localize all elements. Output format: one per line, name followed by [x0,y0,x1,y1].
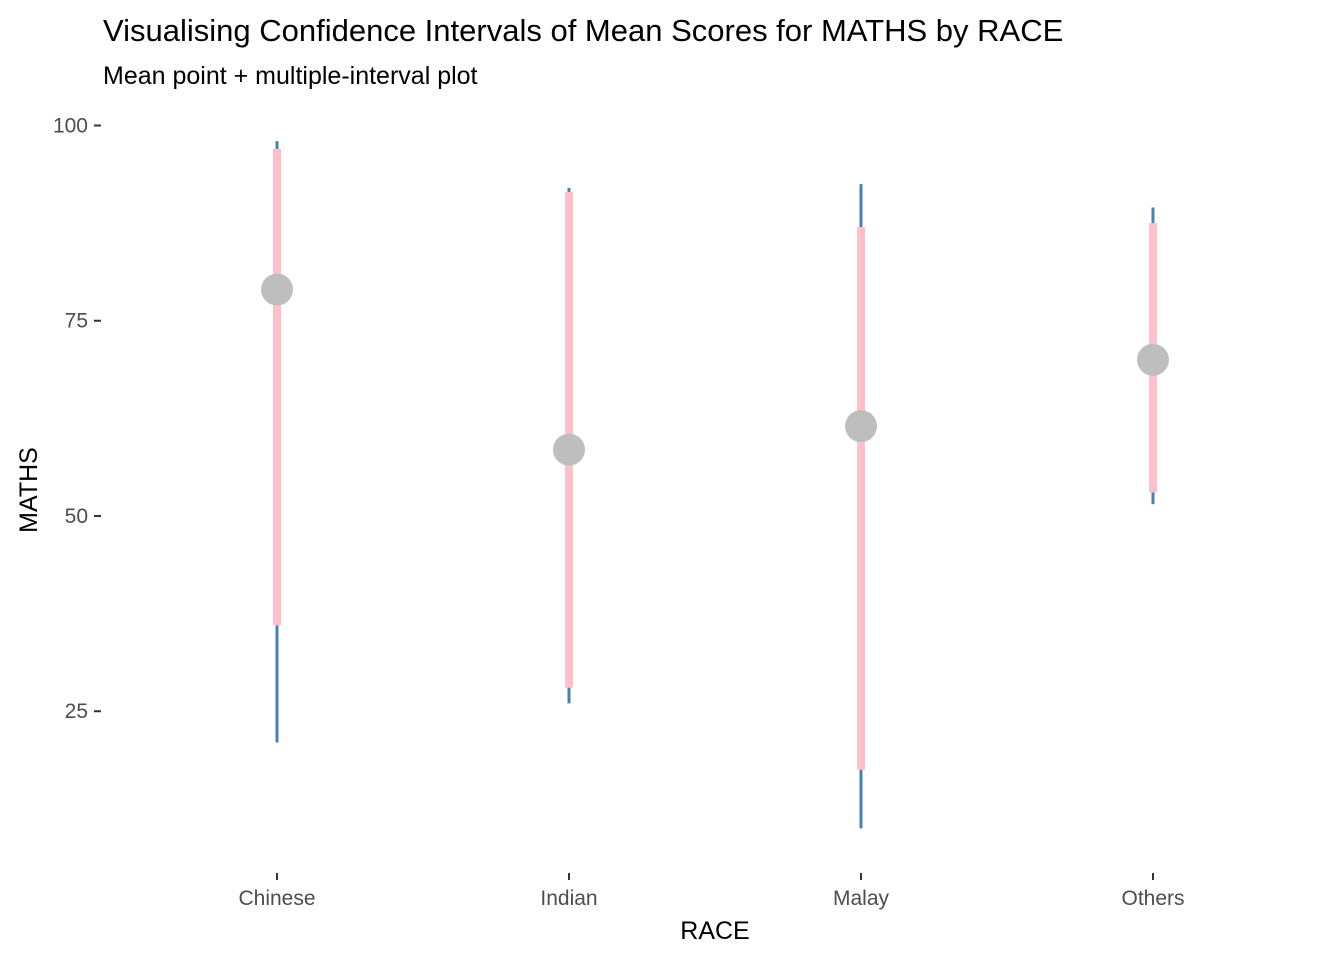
y-tick-label-75: 75 [65,310,88,333]
y-axis: 25 50 75 100 [53,115,101,723]
y-tick-label-25: 25 [65,700,88,723]
x-tick-label-others: Others [1121,887,1184,910]
chart-title: Visualising Confidence Intervals of Mean… [103,13,1063,48]
x-tick-label-chinese: Chinese [238,887,315,910]
y-tick-label-100: 100 [53,115,88,138]
y-tick-label-50: 50 [65,505,88,528]
mean-point-others [1137,343,1169,376]
mean-point-chinese [261,273,293,306]
interval-marks [261,141,1169,829]
x-tick-label-malay: Malay [833,887,890,910]
x-axis: Chinese Indian Malay Others [238,873,1185,910]
mean-point-indian [553,433,585,466]
x-axis-title: RACE [680,917,749,945]
mean-point-malay [845,410,877,443]
chart-subtitle: Mean point + multiple-interval plot [103,62,478,90]
y-axis-title: MATHS [15,447,43,533]
x-tick-label-indian: Indian [540,887,597,910]
